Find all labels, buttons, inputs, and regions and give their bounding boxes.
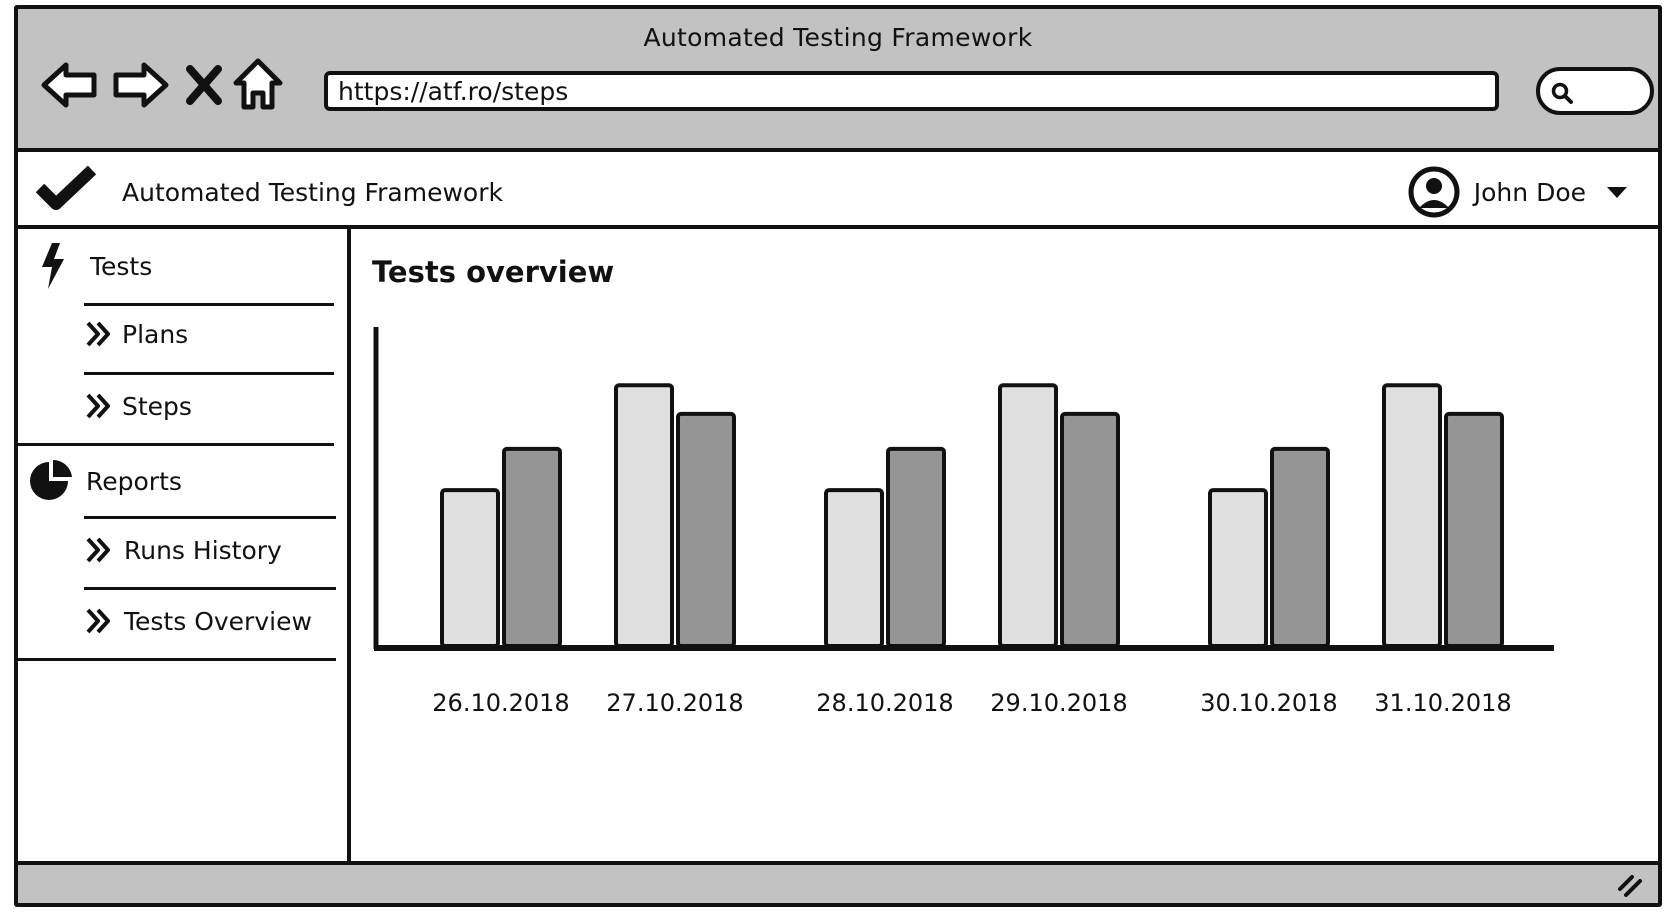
sidebar-item-label: Tests xyxy=(90,251,153,281)
user-icon xyxy=(1408,166,1460,218)
page-title: Tests overview xyxy=(372,255,615,289)
section-divider xyxy=(18,443,334,446)
user-name: John Doe xyxy=(1473,177,1586,207)
search-icon xyxy=(1551,82,1573,104)
chart-x-tick-label: 31.10.2018 xyxy=(1374,689,1511,717)
resize-grip-icon[interactable] xyxy=(1616,871,1646,899)
section-divider xyxy=(18,658,336,661)
chart-x-tick-label: 28.10.2018 xyxy=(816,689,953,717)
browser-window: Automated Testing Framework Automated Te… xyxy=(14,5,1662,907)
divider xyxy=(84,372,334,375)
forward-arrow-icon[interactable] xyxy=(110,57,170,113)
sidebar-item-label: Tests Overview xyxy=(124,606,312,636)
chart-bar-series-2-26.10.2018 xyxy=(502,446,562,648)
chart-bar-series-1-31.10.2018 xyxy=(1382,383,1442,649)
chart-bar-series-2-31.10.2018 xyxy=(1444,411,1504,648)
divider xyxy=(84,587,336,590)
double-chevron-right-icon xyxy=(86,608,110,634)
sidebar: Tests Plans Steps Reports xyxy=(18,229,351,870)
user-menu[interactable]: John Doe xyxy=(1408,164,1628,220)
sidebar-item-steps[interactable]: Steps xyxy=(84,381,192,431)
pie-chart-icon xyxy=(30,459,72,500)
checkmark-icon xyxy=(36,165,97,210)
lightning-icon xyxy=(42,243,64,289)
double-chevron-right-icon xyxy=(86,393,110,419)
sidebar-item-label: Steps xyxy=(122,391,192,421)
double-chevron-right-icon xyxy=(86,321,110,347)
app-name: Automated Testing Framework xyxy=(122,178,503,207)
chart-x-tick-label: 26.10.2018 xyxy=(432,689,569,717)
chart-bar-series-1-26.10.2018 xyxy=(440,488,500,648)
browser-chrome: Automated Testing Framework xyxy=(18,9,1658,152)
divider xyxy=(84,303,334,306)
chart-bar-series-2-27.10.2018 xyxy=(676,411,736,648)
chart-bar-series-1-27.10.2018 xyxy=(614,383,674,649)
chart-bar-series-2-28.10.2018 xyxy=(886,446,946,648)
chart-bar-series-1-30.10.2018 xyxy=(1208,488,1268,648)
double-chevron-right-icon xyxy=(86,537,110,563)
home-icon[interactable] xyxy=(232,57,284,113)
main-content: Tests overview 26.10.2018 27.10.2018 28.10… xyxy=(351,229,1658,870)
close-icon[interactable] xyxy=(182,57,226,113)
app-header: Automated Testing Framework John Doe xyxy=(18,152,1658,229)
chart-bar-series-1-29.10.2018 xyxy=(998,383,1058,649)
sidebar-item-label: Plans xyxy=(122,319,189,349)
sidebar-item-reports[interactable]: Reports xyxy=(28,456,182,506)
caret-down-icon[interactable] xyxy=(1606,185,1628,199)
url-bar[interactable] xyxy=(324,71,1499,111)
chart-bar-series-2-30.10.2018 xyxy=(1270,446,1330,648)
divider xyxy=(84,516,336,519)
status-bar xyxy=(18,861,1658,903)
chart-x-tick-label: 29.10.2018 xyxy=(990,689,1127,717)
sidebar-item-tests[interactable]: Tests xyxy=(38,241,152,291)
sidebar-item-label: Runs History xyxy=(124,535,282,565)
chart-bar-series-1-28.10.2018 xyxy=(824,488,884,648)
search-field[interactable] xyxy=(1536,67,1654,115)
back-arrow-icon[interactable] xyxy=(40,57,100,113)
chart-x-tick-label: 30.10.2018 xyxy=(1200,689,1337,717)
sidebar-item-runs-history[interactable]: Runs History xyxy=(84,525,282,575)
url-input[interactable] xyxy=(338,76,1495,106)
sidebar-item-plans[interactable]: Plans xyxy=(84,309,188,359)
sidebar-item-label: Reports xyxy=(86,466,182,496)
window-title: Automated Testing Framework xyxy=(643,23,1033,52)
sidebar-item-tests-overview[interactable]: Tests Overview xyxy=(84,596,312,646)
chart-x-tick-label: 27.10.2018 xyxy=(606,689,743,717)
tests-overview-chart: 26.10.2018 27.10.2018 28.10.2018 29.10.2018… xyxy=(373,327,1554,717)
chart-bar-series-2-29.10.2018 xyxy=(1060,411,1120,648)
